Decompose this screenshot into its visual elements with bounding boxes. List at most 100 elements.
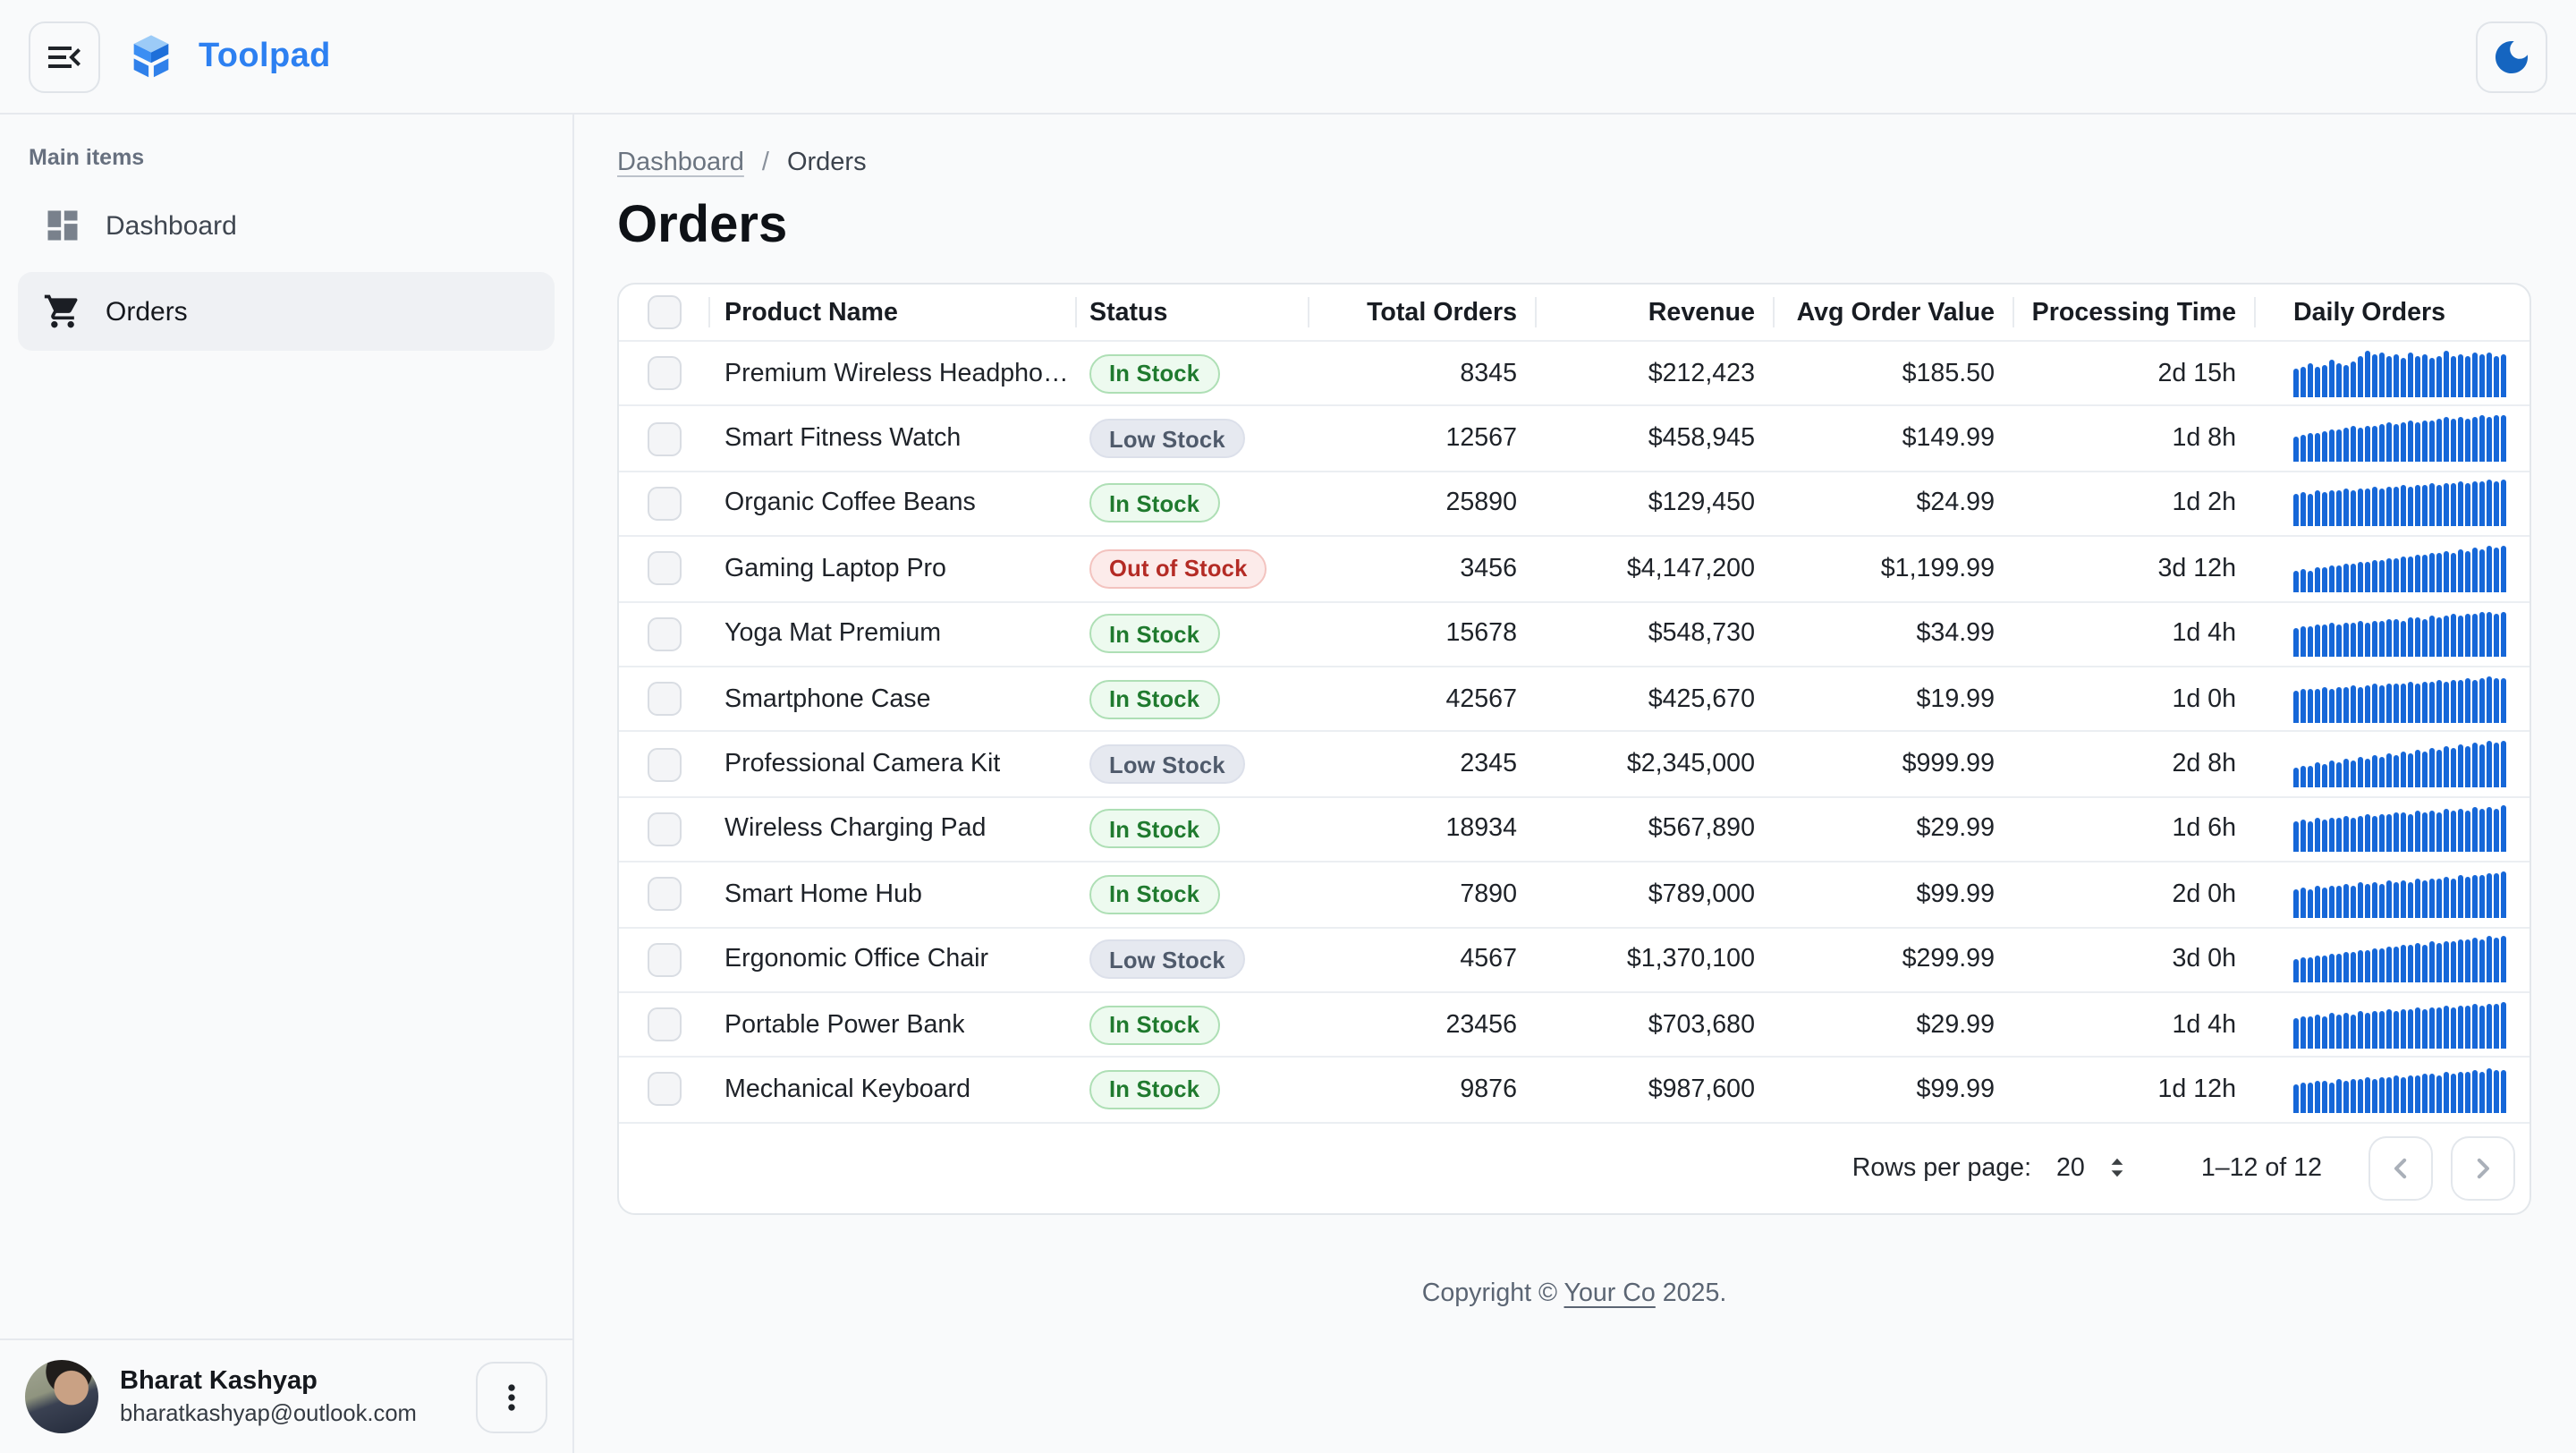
row-checkbox-cell (619, 928, 708, 991)
toolpad-logo-icon (125, 30, 177, 82)
rows-per-page-select[interactable]: 20 (2056, 1152, 2133, 1183)
table-row: Smartphone Case In Stock 42567 $425,670 $19.… (619, 665, 2529, 731)
row-checkbox[interactable] (648, 1007, 682, 1042)
column-header-product-name[interactable]: Product Name (708, 285, 1075, 340)
breadcrumb-separator: / (761, 149, 769, 177)
breadcrumb-current: Orders (786, 149, 867, 177)
total-orders-cell: 23456 (1445, 1010, 1517, 1040)
daily-orders-sparkline (2293, 1066, 2506, 1113)
total-orders-cell: 42567 (1445, 684, 1517, 714)
row-checkbox[interactable] (648, 421, 682, 456)
daily-orders-cell (2254, 602, 2529, 666)
column-header-avg-order-value[interactable]: Avg Order Value (1773, 285, 2012, 340)
dark-mode-icon (2490, 35, 2533, 78)
row-checkbox[interactable] (648, 486, 682, 521)
status-badge: In Stock (1089, 1069, 1220, 1109)
total-orders-cell: 4567 (1460, 945, 1517, 974)
row-checkbox[interactable] (648, 356, 682, 391)
row-checkbox[interactable] (648, 1072, 682, 1107)
sidebar-section-label: Main items (29, 145, 145, 170)
row-checkbox[interactable] (648, 877, 682, 912)
row-checkbox[interactable] (648, 551, 682, 586)
row-checkbox[interactable] (648, 682, 682, 717)
status-cell: Low Stock (1075, 928, 1308, 991)
product-name-cell: Ergonomic Office Chair (724, 945, 989, 974)
sidebar-item-dashboard[interactable]: Dashboard (18, 186, 555, 265)
row-checkbox[interactable] (648, 811, 682, 846)
revenue-cell: $212,423 (1648, 359, 1755, 388)
user-email: bharatkashyap@outlook.com (120, 1399, 417, 1426)
revenue-cell: $458,945 (1648, 424, 1755, 454)
processing-time-cell: 1d 4h (2172, 1010, 2236, 1040)
column-header-total-orders[interactable]: Total Orders (1308, 285, 1535, 340)
status-cell: In Stock (1075, 667, 1308, 731)
revenue-cell: $703,680 (1648, 1010, 1755, 1040)
total-orders-cell: 18934 (1445, 814, 1517, 844)
row-checkbox[interactable] (648, 747, 682, 782)
row-checkbox-cell (619, 407, 708, 471)
status-badge: Low Stock (1089, 939, 1245, 980)
table-header-row: Product Name Status Total Orders Revenue Avg… (619, 285, 2529, 340)
revenue-cell: $1,370,100 (1626, 945, 1755, 974)
sidebar-item-orders[interactable]: Orders (18, 272, 555, 351)
product-name-cell: Premium Wireless Headphones (724, 359, 1070, 388)
rows-per-page-label: Rows per page: (1852, 1153, 2032, 1183)
sidebar-item-label: Dashboard (106, 210, 237, 241)
row-checkbox-cell (619, 993, 708, 1057)
daily-orders-cell (2254, 537, 2529, 600)
table-row: Ergonomic Office Chair Low Stock 4567 $1,37… (619, 926, 2529, 991)
row-checkbox[interactable] (648, 616, 682, 651)
table-row: Professional Camera Kit Low Stock 2345 $2,3… (619, 730, 2529, 796)
table-row: Organic Coffee Beans In Stock 25890 $129,45… (619, 470, 2529, 536)
shopping-cart-icon (43, 292, 82, 331)
daily-orders-sparkline (2293, 871, 2506, 918)
breadcrumb-dashboard-link[interactable]: Dashboard (617, 149, 744, 177)
avg-order-value-cell: $29.99 (1916, 1010, 1995, 1040)
next-page-button[interactable] (2451, 1135, 2515, 1201)
column-header-revenue[interactable]: Revenue (1535, 285, 1773, 340)
row-checkbox[interactable] (648, 942, 682, 977)
column-header-status[interactable]: Status (1075, 285, 1308, 340)
processing-time-cell: 1d 6h (2172, 814, 2236, 844)
status-cell: Low Stock (1075, 733, 1308, 796)
main-content: Dashboard / Orders Orders Product Name St… (574, 115, 2576, 1453)
avg-order-value-cell: $29.99 (1916, 814, 1995, 844)
table-body: Premium Wireless Headphones In Stock 8345 $… (619, 340, 2529, 1121)
select-all-checkbox[interactable] (648, 295, 682, 329)
daily-orders-sparkline (2293, 480, 2506, 527)
user-name: Bharat Kashyap (120, 1367, 318, 1396)
product-name-cell: Professional Camera Kit (724, 750, 1001, 779)
total-orders-cell: 25890 (1445, 489, 1517, 518)
total-orders-cell: 2345 (1460, 750, 1517, 779)
revenue-cell: $129,450 (1648, 489, 1755, 518)
row-checkbox-cell (619, 537, 708, 600)
daily-orders-cell (2254, 733, 2529, 796)
total-orders-cell: 9876 (1460, 1075, 1517, 1104)
column-header-processing-time[interactable]: Processing Time (2012, 285, 2254, 340)
footer-suffix: 2025. (1655, 1279, 1727, 1308)
pagination: Rows per page: 20 1–12 of 12 (619, 1121, 2529, 1212)
page-title: Orders (617, 197, 788, 254)
product-name-cell: Yoga Mat Premium (724, 619, 942, 649)
prev-page-button[interactable] (2368, 1135, 2433, 1201)
product-name-cell: Gaming Laptop Pro (724, 554, 946, 583)
chevron-left-icon (2383, 1150, 2419, 1185)
product-name-cell: Smartphone Case (724, 684, 931, 714)
daily-orders-sparkline (2293, 545, 2506, 592)
column-header-daily-orders[interactable]: Daily Orders (2254, 285, 2529, 340)
processing-time-cell: 1d 8h (2172, 424, 2236, 454)
table-row: Premium Wireless Headphones In Stock 8345 $… (619, 340, 2529, 405)
avg-order-value-cell: $999.99 (1902, 750, 1995, 779)
footer-company-link[interactable]: Your Co (1563, 1279, 1656, 1308)
status-badge: In Stock (1089, 1005, 1220, 1045)
user-menu-button[interactable] (476, 1361, 547, 1432)
sidebar-toggle-button[interactable] (29, 21, 100, 92)
total-orders-cell: 3456 (1460, 554, 1517, 583)
processing-time-cell: 2d 8h (2172, 750, 2236, 779)
rows-per-page-value: 20 (2056, 1153, 2085, 1183)
avg-order-value-cell: $34.99 (1916, 619, 1995, 649)
user-meta: Bharat Kashyap bharatkashyap@outlook.com (120, 1367, 476, 1426)
status-badge: In Stock (1089, 874, 1220, 914)
theme-toggle-button[interactable] (2476, 21, 2547, 92)
row-checkbox-cell (619, 667, 708, 731)
